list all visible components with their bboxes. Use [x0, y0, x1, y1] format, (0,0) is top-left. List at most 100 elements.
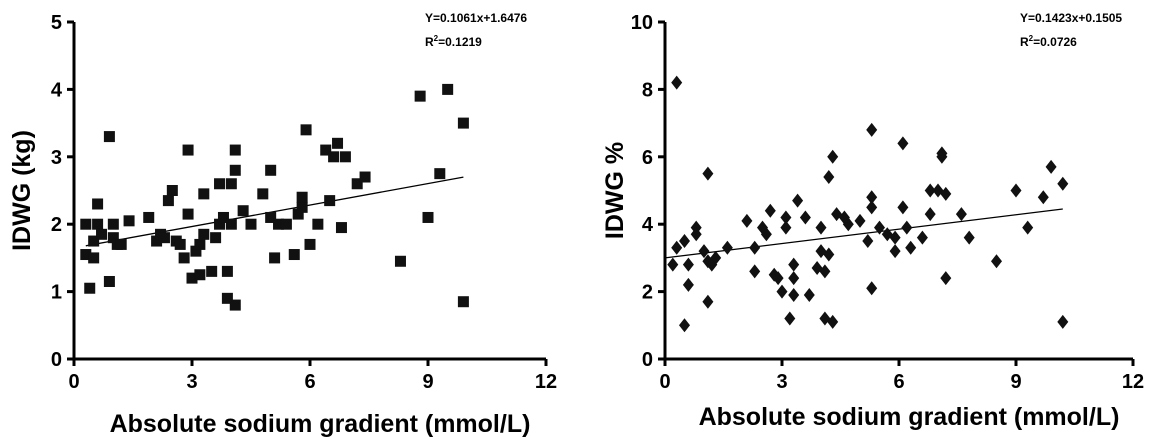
- data-point: [866, 190, 878, 205]
- data-point: [803, 287, 815, 302]
- data-point: [107, 218, 119, 230]
- data-point: [92, 218, 104, 230]
- data-point: [190, 245, 202, 257]
- data-point: [198, 188, 210, 200]
- data-point: [667, 257, 679, 272]
- data-point: [214, 218, 226, 230]
- data-point: [924, 207, 936, 222]
- data-point: [1022, 220, 1034, 235]
- data-point: [206, 265, 218, 277]
- data-point: [280, 218, 292, 230]
- data-point: [854, 213, 866, 228]
- y-tick-label: 0: [642, 349, 653, 371]
- data-point: [442, 83, 454, 95]
- data-point: [96, 228, 108, 240]
- data-point: [897, 200, 909, 215]
- data-point: [194, 238, 206, 250]
- r-squared-value: =0.1219: [438, 35, 482, 49]
- data-point: [166, 185, 178, 196]
- data-point: [210, 232, 222, 244]
- data-point: [1010, 183, 1022, 198]
- data-point: [151, 235, 163, 247]
- data-point: [229, 144, 241, 156]
- data-point: [940, 271, 952, 286]
- r-squared-superscript: 2: [434, 34, 439, 43]
- data-point: [80, 249, 92, 261]
- data-point: [269, 252, 281, 264]
- y-tick-label: 2: [51, 214, 62, 236]
- data-point: [324, 195, 336, 207]
- data-point: [288, 249, 300, 261]
- data-point: [265, 211, 277, 223]
- data-point: [889, 244, 901, 259]
- data-point: [780, 210, 792, 225]
- data-point: [182, 144, 194, 156]
- data-point: [772, 271, 784, 286]
- x-tick-label: 12: [535, 371, 557, 393]
- data-point: [827, 314, 839, 329]
- y-tick-label: 4: [51, 79, 63, 101]
- data-point: [92, 198, 104, 210]
- data-point: [273, 218, 285, 230]
- data-point: [123, 215, 135, 227]
- data-point: [174, 238, 186, 250]
- data-point: [422, 211, 434, 223]
- y-tick-label: 0: [51, 349, 62, 371]
- data-point: [88, 235, 100, 247]
- data-point: [788, 271, 800, 286]
- data-point: [115, 238, 127, 250]
- data-point: [394, 255, 406, 267]
- data-point: [245, 218, 257, 230]
- data-point: [823, 170, 835, 185]
- y-tick-label: 4: [642, 214, 654, 236]
- data-point: [332, 137, 344, 149]
- x-tick-label: 6: [893, 371, 904, 393]
- data-point: [229, 299, 241, 311]
- data-point: [792, 193, 804, 208]
- data-point: [679, 234, 690, 249]
- data-point: [304, 238, 316, 250]
- data-point: [741, 213, 753, 228]
- x-tick-label: 6: [304, 371, 315, 393]
- r-squared-value: =0.0726: [1033, 35, 1077, 49]
- x-tick-label: 9: [1010, 371, 1021, 393]
- data-point: [760, 227, 772, 242]
- y-axis-label: IDWG (kg): [8, 130, 36, 251]
- x-tick-label: 9: [422, 371, 433, 393]
- x-tick-label: 12: [1122, 371, 1144, 393]
- data-point: [764, 203, 776, 218]
- data-point: [721, 240, 733, 255]
- data-point: [221, 292, 233, 304]
- data-point: [991, 254, 1002, 269]
- data-point: [158, 232, 170, 244]
- data-point: [784, 311, 796, 326]
- x-axis-label: Absolute sodium gradient (mmol/L): [699, 403, 1120, 431]
- data-point: [162, 195, 174, 207]
- x-tick-label: 3: [186, 371, 197, 393]
- r-squared-prefix: R: [425, 35, 434, 49]
- data-point: [457, 296, 469, 308]
- data-point: [257, 188, 269, 200]
- data-point: [107, 232, 119, 244]
- data-point: [776, 284, 788, 299]
- chart-panel-left: 0 1 2 3 4 5 0 3 6 9 12 Absolute sodium gradient (mm…: [0, 0, 578, 440]
- data-point: [874, 220, 885, 235]
- data-point: [335, 222, 347, 234]
- r-squared-label: R2=0.0726: [1020, 34, 1077, 49]
- data-point: [80, 218, 92, 230]
- data-point: [819, 264, 831, 279]
- data-point: [889, 230, 901, 245]
- data-point: [838, 210, 850, 225]
- x-tick-label: 3: [776, 371, 787, 393]
- data-point: [788, 257, 800, 272]
- data-point: [682, 257, 694, 272]
- data-point: [217, 211, 229, 223]
- data-point: [414, 90, 426, 102]
- data-point: [924, 183, 936, 198]
- data-point: [916, 230, 928, 245]
- data-point: [103, 275, 115, 287]
- data-point: [328, 151, 340, 163]
- data-point: [296, 201, 308, 213]
